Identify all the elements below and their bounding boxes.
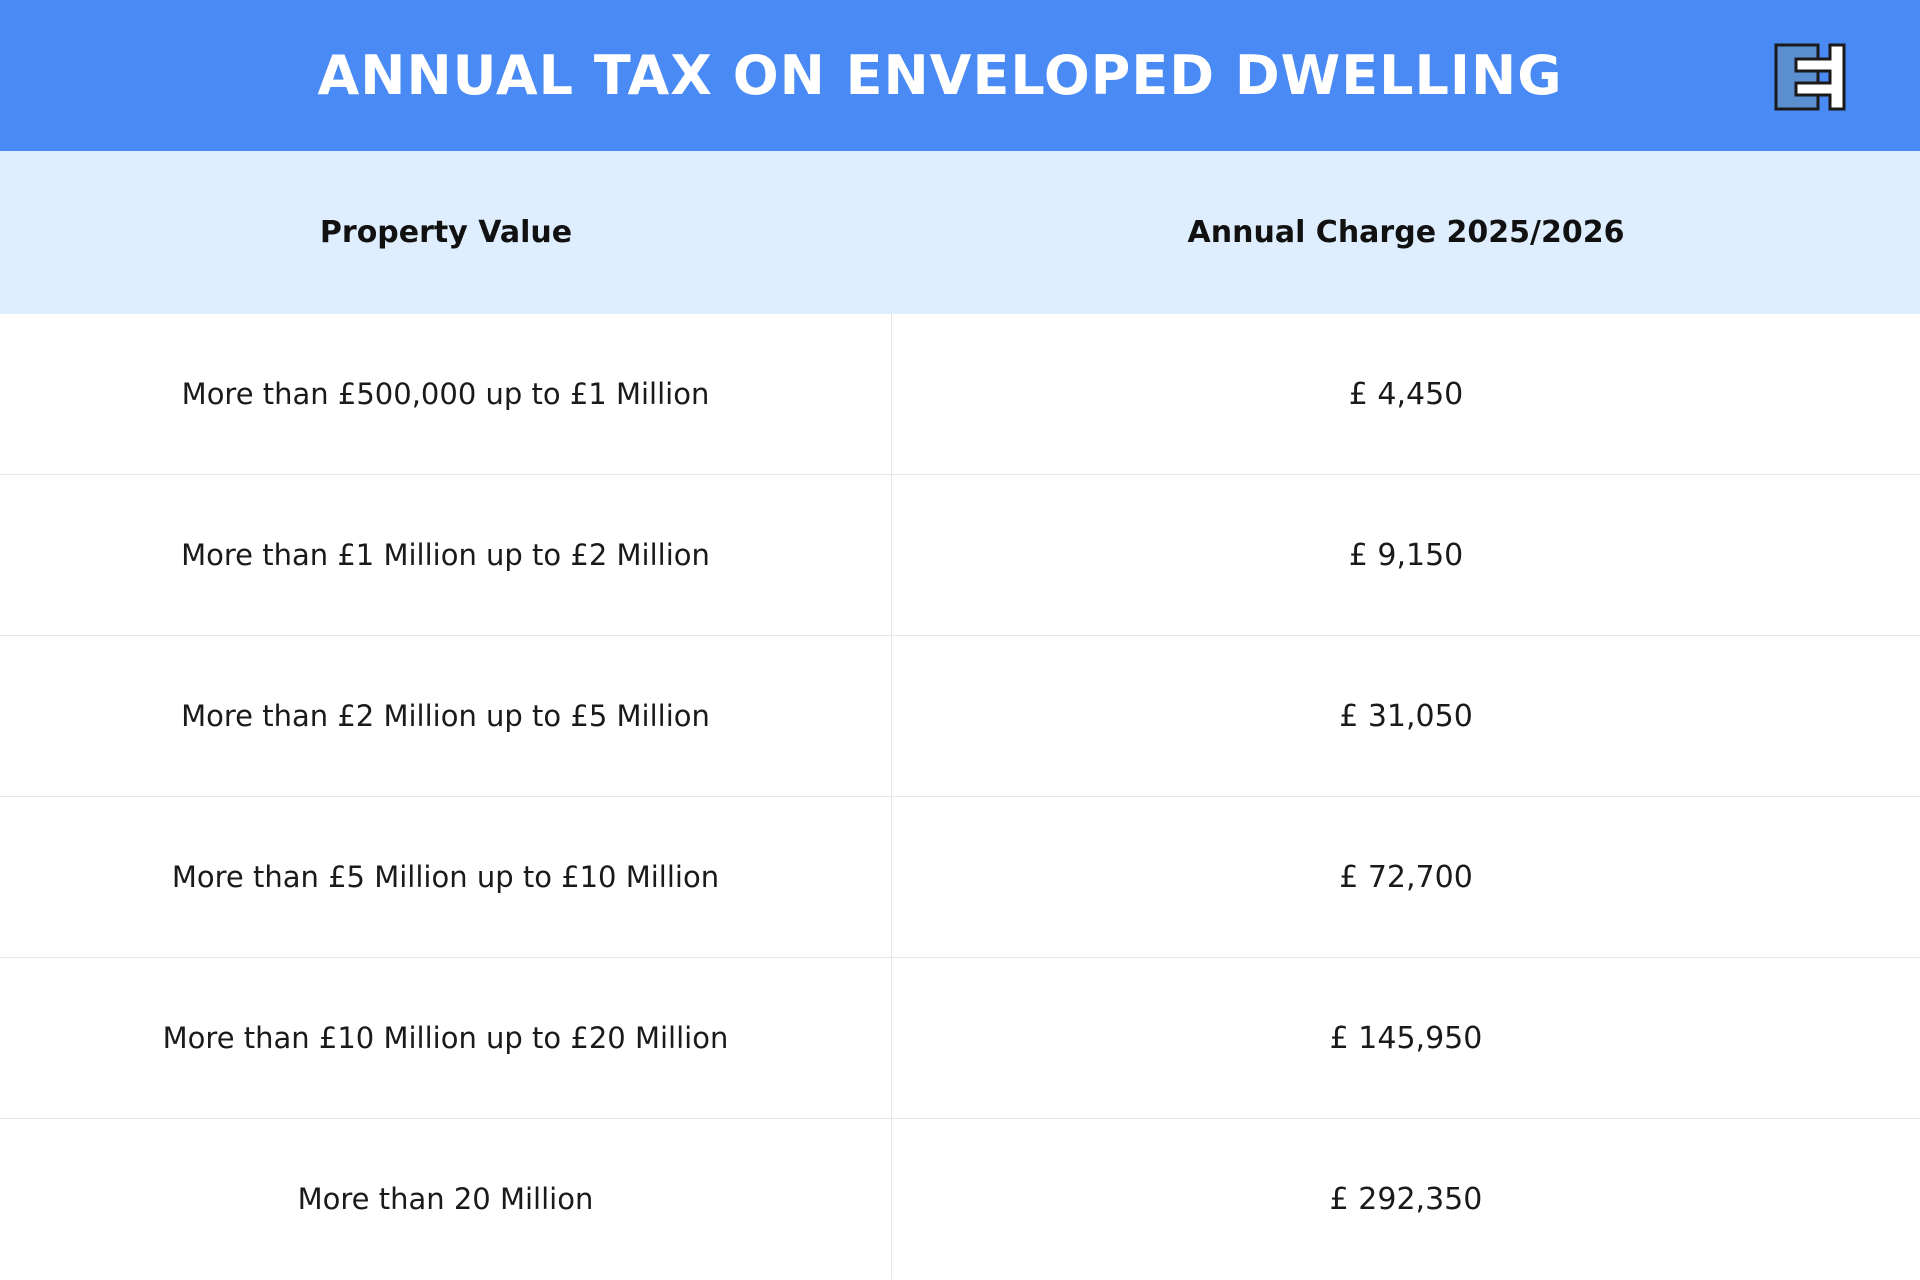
- page-title: ANNUAL TAX ON ENVELOPED DWELLING: [317, 44, 1563, 107]
- table-header-row: Property Value Annual Charge 2025/2026: [0, 151, 1920, 314]
- property-value-cell: More than £10 Million up to £20 Million: [0, 958, 892, 1118]
- brand-logo-icon: [1774, 43, 1846, 111]
- property-value-cell: More than £5 Million up to £10 Million: [0, 797, 892, 957]
- property-value-cell: More than £1 Million up to £2 Million: [0, 475, 892, 635]
- table-row: More than £5 Million up to £10 Million £…: [0, 797, 1920, 958]
- property-value-cell: More than 20 Million: [0, 1119, 892, 1279]
- annual-charge-cell: £ 9,150: [1348, 537, 1464, 573]
- property-value-cell: More than £2 Million up to £5 Million: [0, 636, 892, 796]
- table-row: More than £10 Million up to £20 Million …: [0, 958, 1920, 1119]
- annual-charge-cell: £ 145,950: [1329, 1020, 1483, 1056]
- table-body: More than £500,000 up to £1 Million £ 4,…: [0, 314, 1920, 1280]
- column-header-property-value: Property Value: [319, 215, 573, 250]
- annual-charge-cell: £ 4,450: [1348, 376, 1464, 412]
- annual-charge-cell: £ 292,350: [1329, 1181, 1483, 1217]
- table-row: More than £1 Million up to £2 Million £ …: [0, 475, 1920, 636]
- annual-charge-cell: £ 31,050: [1339, 698, 1473, 734]
- property-value-cell: More than £500,000 up to £1 Million: [0, 314, 892, 474]
- column-header-annual-charge: Annual Charge 2025/2026: [1187, 215, 1625, 250]
- annual-charge-cell: £ 72,700: [1339, 859, 1473, 895]
- title-bar: ANNUAL TAX ON ENVELOPED DWELLING: [0, 0, 1920, 151]
- table-row: More than £2 Million up to £5 Million £ …: [0, 636, 1920, 797]
- table-row: More than £500,000 up to £1 Million £ 4,…: [0, 314, 1920, 475]
- table-row: More than 20 Million £ 292,350: [0, 1119, 1920, 1279]
